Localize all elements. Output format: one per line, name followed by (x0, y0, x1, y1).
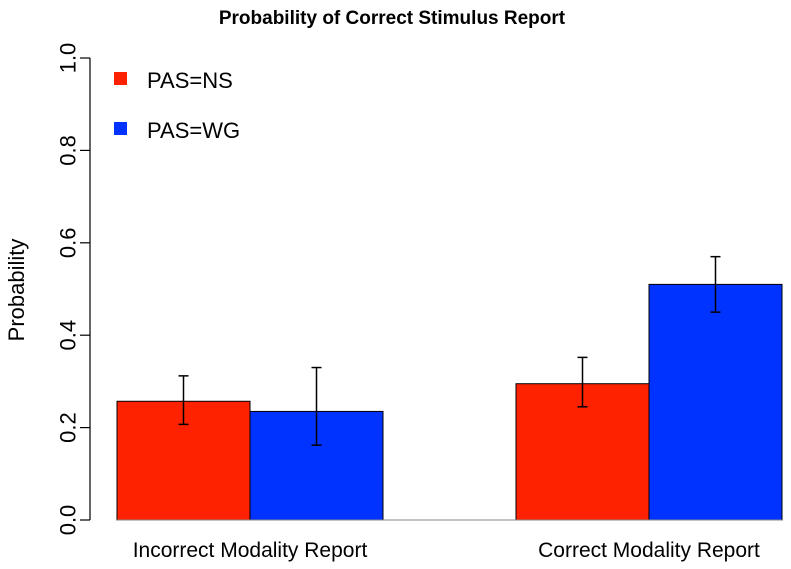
category-label: Correct Modality Report (538, 539, 760, 562)
legend-label: PAS=NS (147, 68, 233, 93)
y-tick-label: 0.6 (56, 228, 81, 259)
error-bars-group (178, 255, 721, 446)
y-tick-label: 0.8 (56, 135, 81, 166)
y-axis: 0.0 0.2 0.4 0.6 0.8 1.0 (56, 43, 91, 536)
legend-swatch (114, 72, 127, 85)
y-tick-label: 0.2 (56, 412, 81, 443)
chart-title: Probability of Correct Stimulus Report (219, 8, 566, 29)
y-tick-label: 1.0 (56, 43, 81, 74)
category-label: Incorrect Modality Report (133, 539, 368, 562)
y-tick-label: 0.0 (56, 505, 81, 536)
legend: PAS=NS PAS=WG (114, 68, 240, 143)
category-labels: Incorrect Modality Report Correct Modalit… (133, 539, 760, 562)
y-axis-title: Probability (4, 239, 29, 342)
legend-label: PAS=WG (147, 118, 240, 143)
legend-swatch (114, 122, 127, 135)
bars-group (116, 283, 783, 521)
y-tick-label: 0.4 (56, 320, 81, 351)
bar-pas-wg-1 (648, 283, 783, 521)
